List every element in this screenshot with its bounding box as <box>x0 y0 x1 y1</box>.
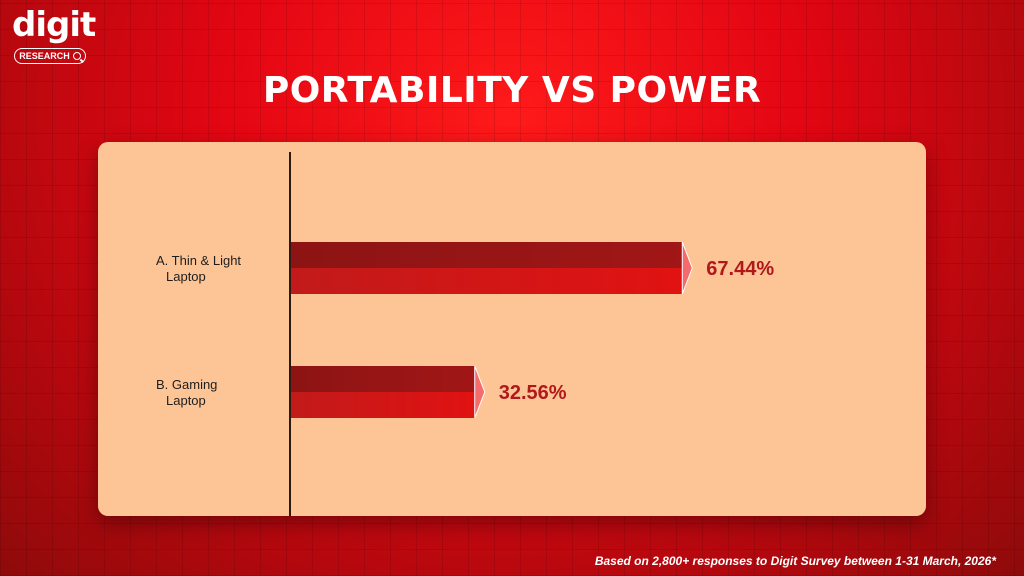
bar-end-cap <box>681 241 693 295</box>
bar-top-face <box>291 242 683 268</box>
search-icon <box>72 52 81 60</box>
logo-wordmark: digit <box>12 5 96 45</box>
category-label: A. Thin & Light <box>156 253 241 268</box>
bar-end-cap <box>474 365 486 419</box>
bar-top-face <box>291 366 475 392</box>
research-badge: RESEARCH <box>14 48 86 64</box>
bar-2 <box>291 365 486 419</box>
research-badge-label: RESEARCH <box>19 50 70 61</box>
bar-bottom-face <box>291 392 475 418</box>
bar-1 <box>291 241 693 295</box>
value-label: 67.44% <box>706 258 774 280</box>
category-label: Laptop <box>166 393 206 408</box>
category-label: B. Gaming <box>156 377 217 392</box>
value-label: 32.56% <box>499 382 567 404</box>
bar-bottom-face <box>291 268 683 294</box>
chart-title: PORTABILITY VS POWER <box>262 70 762 111</box>
chart-panel: 67.44% A. Thin & Light Laptop 32.56% B. Gami… <box>98 142 926 516</box>
footnote: Based on 2,800+ responses to Digit Surve… <box>594 554 996 568</box>
digit-logo: digit RESEARCH <box>12 5 96 66</box>
category-label: Laptop <box>166 269 206 284</box>
